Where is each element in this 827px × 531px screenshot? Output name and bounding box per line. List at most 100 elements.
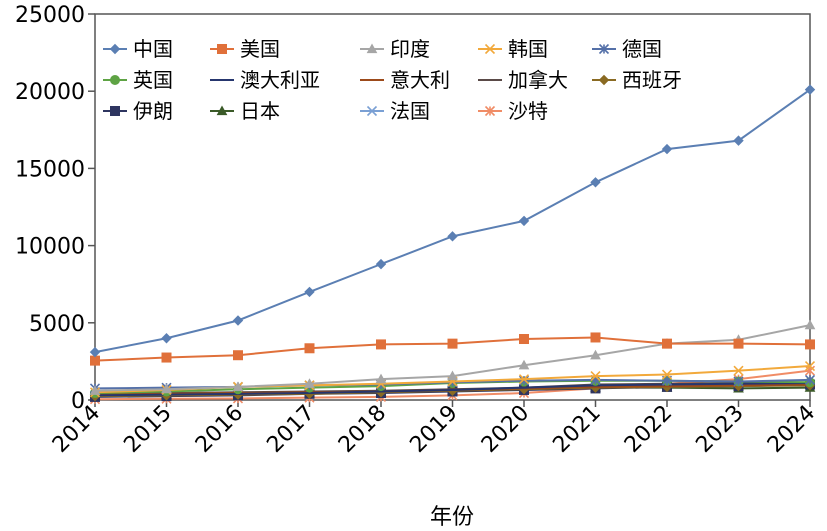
data-point [590, 177, 601, 188]
data-point [447, 370, 458, 381]
legend-label: 伊朗 [133, 99, 173, 123]
legend-marker [598, 43, 610, 55]
data-point [161, 383, 172, 394]
data-point [161, 352, 172, 363]
legend-label: 美国 [240, 37, 280, 61]
data-point [375, 373, 387, 384]
legend-marker [598, 74, 610, 86]
legend-item: 加拿大 [478, 68, 568, 92]
legend-label: 韩国 [508, 37, 548, 61]
data-point [804, 319, 816, 330]
legend-marker [110, 106, 120, 116]
data-point [447, 338, 458, 349]
legend-item: 德国 [592, 37, 662, 61]
series-line [94, 88, 811, 354]
x-tick-label: 2018 [334, 401, 391, 458]
data-point [804, 84, 816, 95]
x-tick-label: 2015 [119, 401, 176, 458]
legend-marker [366, 105, 378, 117]
series-layer [89, 84, 816, 405]
legend-marker [109, 43, 121, 55]
data-point [662, 338, 672, 349]
legend-item: 美国 [210, 37, 280, 61]
series-中国 [89, 84, 816, 358]
series-美国 [90, 332, 815, 366]
data-point [804, 365, 816, 376]
data-point [518, 374, 530, 385]
data-point [733, 365, 744, 376]
x-tick-label: 2023 [691, 401, 748, 458]
legend-label: 印度 [390, 37, 430, 61]
legend-marker [366, 43, 378, 54]
y-tick-label: 25000 [15, 3, 85, 28]
legend-item: 沙特 [478, 99, 548, 123]
data-point [233, 350, 243, 361]
data-point [733, 376, 744, 387]
legend-label: 加拿大 [508, 68, 568, 92]
data-point [376, 339, 386, 350]
legend-label: 沙特 [508, 99, 548, 123]
y-tick-label: 5000 [29, 312, 85, 337]
x-tick-label: 2020 [477, 401, 534, 458]
legend-item: 法国 [360, 99, 430, 123]
data-point [804, 374, 816, 385]
data-point [590, 332, 601, 343]
data-point [733, 135, 744, 146]
legend-item: 英国 [103, 68, 173, 92]
legend-label: 德国 [622, 37, 662, 61]
legend-label: 西班牙 [622, 68, 682, 92]
legend-label: 日本 [240, 99, 280, 123]
data-point [733, 338, 744, 349]
x-tick-label: 2016 [191, 401, 248, 458]
data-point [804, 360, 816, 372]
legend-marker [484, 43, 496, 55]
legend-item: 澳大利亚 [210, 68, 320, 92]
data-point [232, 315, 244, 326]
x-axis-title: 年份 [430, 505, 474, 530]
data-point [590, 349, 601, 360]
x-tick-label: 2021 [548, 401, 605, 458]
legend-marker [110, 75, 120, 85]
y-tick-label: 20000 [15, 80, 85, 105]
legend-item: 意大利 [360, 68, 450, 92]
x-tick-label: 2017 [262, 401, 319, 458]
x-tick-label: 2024 [763, 401, 820, 458]
data-point [519, 334, 529, 345]
data-point [304, 378, 315, 388]
legend-item: 中国 [103, 37, 173, 61]
legend-label: 澳大利亚 [240, 68, 320, 92]
legend-item: 西班牙 [592, 68, 682, 92]
data-point [304, 343, 315, 354]
y-tick-label: 0 [71, 389, 85, 414]
legend-label: 英国 [133, 68, 173, 92]
data-point [89, 385, 101, 395]
y-tick-label: 10000 [15, 235, 85, 260]
data-point [375, 258, 387, 270]
data-point [661, 369, 673, 380]
legend-marker [217, 44, 227, 54]
data-point [518, 359, 530, 370]
data-point [304, 286, 315, 298]
legend-item: 印度 [360, 37, 430, 61]
data-point [661, 143, 673, 155]
data-point [590, 371, 601, 382]
data-point [90, 355, 100, 366]
x-tick-label: 2022 [620, 401, 677, 458]
legend-marker [484, 105, 496, 117]
legend-label: 中国 [133, 37, 173, 61]
data-point [518, 215, 530, 227]
legend-label: 意大利 [390, 68, 450, 92]
data-point [518, 375, 530, 386]
legend-label: 法国 [390, 99, 430, 123]
legend-marker [216, 105, 228, 116]
legend-item: 韩国 [478, 37, 548, 61]
data-point [161, 333, 172, 344]
data-point [447, 231, 458, 242]
legend-item: 伊朗 [103, 99, 173, 123]
data-point [89, 346, 101, 358]
data-point [805, 339, 815, 350]
x-tick-label: 2019 [405, 401, 462, 458]
y-tick-label: 15000 [15, 157, 85, 182]
